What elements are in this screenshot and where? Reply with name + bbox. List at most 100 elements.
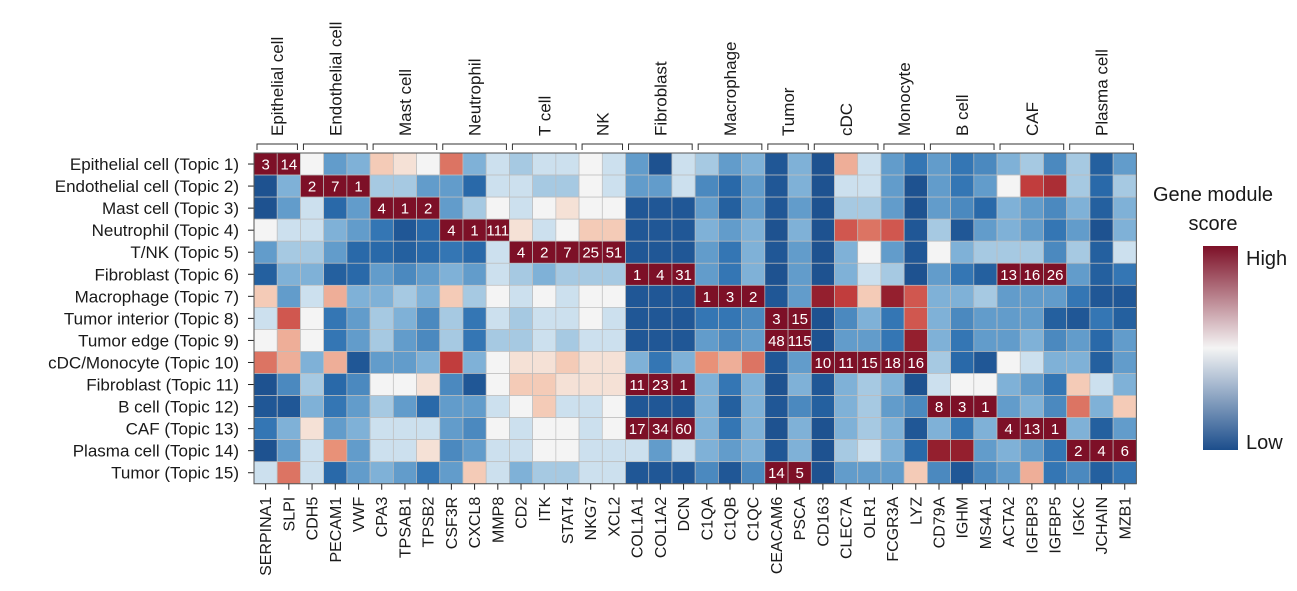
heatmap-cell <box>1089 461 1114 485</box>
heatmap-cell <box>671 439 696 463</box>
heatmap-cell <box>323 218 348 242</box>
gene-column-label: LYZ <box>908 497 925 525</box>
cell-value-label: 11 <box>629 377 645 394</box>
heatmap-cell <box>392 174 417 198</box>
heatmap-cell <box>787 218 812 242</box>
heatmap-cell <box>1043 196 1068 220</box>
heatmap-cell <box>764 373 789 396</box>
cell-value-label: 15 <box>861 355 878 372</box>
heatmap-cell <box>671 152 696 176</box>
cell-value-label: 13 <box>1024 421 1041 438</box>
heatmap-cell <box>462 174 487 198</box>
heatmap-cell <box>718 152 742 176</box>
heatmap-cell <box>369 373 394 396</box>
heatmap-cell <box>369 174 394 198</box>
heatmap-cell <box>485 395 510 418</box>
heatmap-cell <box>950 284 975 308</box>
heatmap-cell <box>555 439 580 463</box>
heatmap-cell <box>555 196 580 220</box>
heatmap-cell <box>439 284 464 308</box>
topic-row-label: Fibroblast (Topic 11) <box>86 376 239 395</box>
heatmap-cell <box>346 417 371 441</box>
cell-value-label: 11 <box>838 355 854 372</box>
heatmap-cell <box>555 329 580 352</box>
heatmap-cell <box>253 174 278 198</box>
heatmap-cell <box>509 351 533 374</box>
heatmap-cell <box>718 461 742 485</box>
cell-value-label: 15 <box>791 311 808 328</box>
heatmap-cell <box>369 395 394 418</box>
heatmap-cell <box>578 439 603 463</box>
heatmap-cell <box>346 218 371 242</box>
heatmap-cell <box>787 240 812 264</box>
heatmap-cell <box>787 373 812 396</box>
heatmap-cell <box>950 174 975 198</box>
heatmap-cell <box>857 174 882 198</box>
heatmap-cell <box>346 373 371 396</box>
heatmap-cell <box>601 174 626 198</box>
heatmap-cell <box>648 284 673 308</box>
heatmap-cell <box>810 329 835 352</box>
heatmap-cell <box>1019 307 1044 330</box>
heatmap-cell <box>1089 307 1114 330</box>
heatmap-cell <box>1019 373 1044 396</box>
cell-value-label: 14 <box>280 157 297 174</box>
heatmap-cell <box>346 196 371 220</box>
topic-row-labels: Epithelial cell (Topic 1) Endothelial cel… <box>48 155 254 483</box>
heatmap-cell <box>1043 461 1068 485</box>
group-bracket <box>929 143 995 150</box>
heatmap-cell <box>973 218 998 242</box>
heatmap-cell <box>462 417 487 441</box>
heatmap-cell <box>927 373 951 396</box>
heatmap-cell <box>741 196 766 220</box>
gene-column-label: CPA3 <box>374 497 391 538</box>
heatmap-cell <box>1112 284 1137 308</box>
heatmap-cell <box>927 284 951 308</box>
cell-value-label: 4 <box>447 223 455 240</box>
heatmap-cell <box>857 439 882 463</box>
heatmap-cell <box>485 351 510 374</box>
group-bracket <box>883 143 925 150</box>
heatmap-cell <box>648 240 673 264</box>
heatmap-cell <box>346 351 371 374</box>
heatmap-cell <box>300 417 325 441</box>
gene-column-label: C1QB <box>723 497 740 541</box>
heatmap-cell <box>810 439 835 463</box>
heatmap-cell <box>1066 240 1091 264</box>
heatmap-cell <box>485 262 510 286</box>
heatmap-cell <box>857 240 882 264</box>
cell-value-label: 51 <box>606 245 623 262</box>
heatmap-cell <box>718 329 742 352</box>
heatmap-cell <box>369 152 394 176</box>
heatmap-cell <box>996 373 1021 396</box>
heatmap-cell <box>439 417 464 441</box>
heatmap-cell <box>532 307 557 330</box>
heatmap-cell <box>300 240 325 264</box>
cell-value-label: 3 <box>726 289 734 306</box>
heatmap-cell <box>718 262 742 286</box>
heatmap-cell <box>1112 262 1137 286</box>
heatmap-cell <box>903 152 928 176</box>
topic-row-label: Tumor (Topic 15) <box>111 464 239 483</box>
heatmap-cell <box>369 218 394 242</box>
heatmap-cell <box>509 307 533 330</box>
heatmap-cell <box>625 351 650 374</box>
gene-column-label: IGFBP5 <box>1048 497 1065 554</box>
heatmap-cell <box>764 196 789 220</box>
heatmap-cell <box>764 240 789 264</box>
heatmap-cell <box>416 152 441 176</box>
heatmap-cell <box>694 329 719 352</box>
heatmap-cell <box>764 439 789 463</box>
gene-column-label: SLPI <box>281 497 298 532</box>
heatmap-cell <box>300 351 325 374</box>
heatmap-cell <box>578 307 603 330</box>
heatmap-cell <box>1089 329 1114 352</box>
heatmap-cell <box>300 196 325 220</box>
heatmap-cell <box>903 417 928 441</box>
heatmap-cell <box>509 417 533 441</box>
cell-value-label: 2 <box>424 201 432 218</box>
heatmap-cell <box>509 152 533 176</box>
heatmap-cell <box>1066 417 1091 441</box>
heatmap-cell <box>300 395 325 418</box>
heatmap-cell <box>1112 174 1137 198</box>
